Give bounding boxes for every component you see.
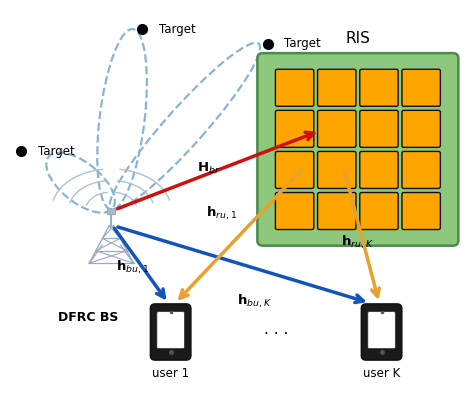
FancyBboxPatch shape [157,312,184,349]
Text: user 1: user 1 [152,367,189,380]
Text: $\mathbf{h}_{bu,K}$: $\mathbf{h}_{bu,K}$ [237,292,272,310]
FancyBboxPatch shape [275,110,314,147]
FancyBboxPatch shape [257,53,458,246]
Text: Target: Target [38,145,75,158]
FancyBboxPatch shape [360,193,398,229]
FancyBboxPatch shape [275,69,314,106]
FancyBboxPatch shape [151,304,191,360]
FancyBboxPatch shape [402,69,440,106]
Text: $\mathbf{h}_{ru,K}$: $\mathbf{h}_{ru,K}$ [341,234,374,251]
FancyBboxPatch shape [402,193,440,229]
Text: RIS: RIS [346,31,370,46]
FancyBboxPatch shape [360,110,398,147]
FancyBboxPatch shape [318,193,356,229]
FancyBboxPatch shape [318,151,356,188]
FancyBboxPatch shape [360,69,398,106]
Text: DFRC BS: DFRC BS [57,311,118,324]
FancyBboxPatch shape [107,209,116,215]
FancyBboxPatch shape [402,110,440,147]
FancyBboxPatch shape [368,312,395,349]
Text: $\mathbf{H}_{br}$: $\mathbf{H}_{br}$ [197,161,220,176]
FancyBboxPatch shape [402,151,440,188]
Text: user K: user K [363,367,400,380]
FancyBboxPatch shape [275,193,314,229]
FancyBboxPatch shape [318,69,356,106]
Text: Target: Target [284,37,321,50]
FancyBboxPatch shape [361,304,402,360]
Text: $\mathbf{h}_{ru,1}$: $\mathbf{h}_{ru,1}$ [206,205,237,222]
FancyBboxPatch shape [360,151,398,188]
Text: . . .: . . . [264,322,288,337]
Text: $\mathbf{h}_{bu,1}$: $\mathbf{h}_{bu,1}$ [116,259,149,276]
FancyBboxPatch shape [275,151,314,188]
FancyBboxPatch shape [318,110,356,147]
Text: Target: Target [159,22,196,36]
